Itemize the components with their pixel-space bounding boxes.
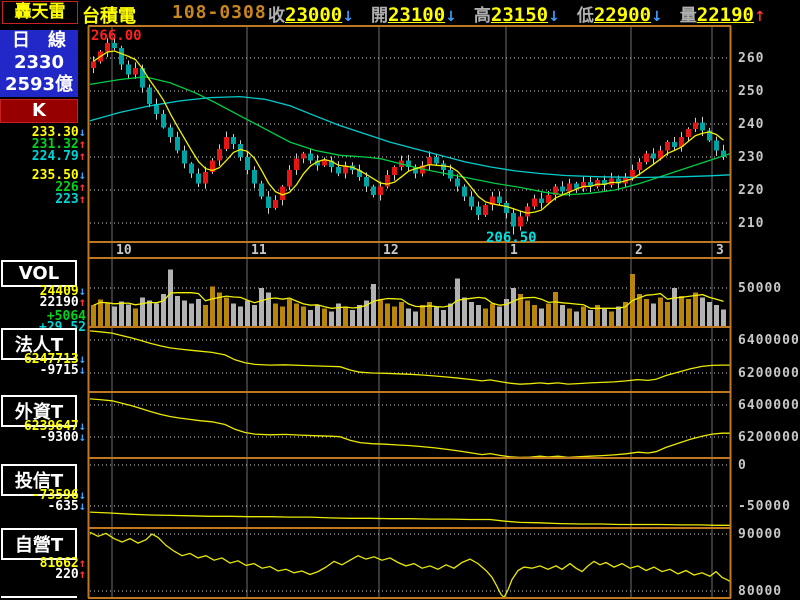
down-arrow-icon: ↓ (78, 430, 86, 444)
quote-fields: 收 23000 ↓ 開 23100 ↓ 高 23150 ↓ 低 22900 ↓ … (268, 1, 798, 26)
up-arrow-icon: ↑ (78, 567, 86, 581)
up-arrow-icon: ↑ (78, 137, 86, 151)
ma-value-row: 231.32↑ (31, 137, 86, 152)
symbol-info-box: 日 線 2330 2593億 (0, 30, 78, 97)
up-arrow-icon: ↑ (78, 556, 86, 570)
high-price-annotation: 266.00 (91, 28, 142, 44)
quote-close: 收 23000 ↓ (268, 1, 354, 26)
down-arrow-icon: ↓ (78, 499, 86, 513)
price-axis-label: 50000 (738, 281, 783, 296)
up-arrow-icon: ↑ (753, 9, 766, 25)
sidebar: 日 線 2330 2593億 K 233.30↓ 231.32↑ 224.79↑… (0, 0, 88, 600)
down-arrow-icon: ↓ (651, 9, 663, 25)
price-axis-label: 240 (738, 117, 765, 132)
period-label: 日 線 (12, 30, 66, 51)
down-arrow-icon: ↓ (78, 125, 86, 139)
quote-low: 低 22900 ↓ (577, 1, 663, 26)
low-price-annotation: 206.50 (486, 230, 537, 246)
month-axis-label: 1 (510, 243, 518, 258)
ma-value-row: 223↑ (55, 192, 86, 207)
down-arrow-icon: ↓ (78, 352, 86, 366)
quote-volume-value: 22190 (696, 4, 754, 26)
month-axis-label: 12 (383, 243, 399, 258)
price-axis-label: -50000 (738, 499, 791, 514)
inst-value-row: -9715↓ (39, 363, 86, 378)
market-cap: 2593億 (4, 74, 74, 95)
up-arrow-icon: ↑ (78, 295, 86, 309)
vol-panel-button[interactable]: VOL (1, 260, 77, 287)
quote-high: 高 23150 ↓ (474, 1, 560, 26)
quote-volume-label: 量 (679, 6, 697, 26)
vol-value-row: 22190↑ (39, 295, 86, 310)
vol-change-row: +5064 (46, 309, 86, 324)
down-arrow-icon: ↓ (78, 363, 86, 377)
quote-open-label: 開 (370, 6, 388, 26)
price-axis-label: 250 (738, 84, 765, 99)
month-axis-label: 2 (635, 243, 643, 258)
vol-value-row: 24409↓ (39, 284, 86, 299)
date-label: 108-0308 (172, 2, 267, 23)
stock-name: 台積電 (82, 6, 136, 27)
quote-close-label: 收 (268, 6, 285, 26)
dealer-panel-button[interactable]: 自營T (1, 528, 77, 560)
down-arrow-icon: ↓ (445, 9, 457, 25)
price-axis-label: 6200000 (738, 430, 800, 445)
symbol-code: 2330 (13, 52, 65, 73)
dealer-value-row: 220↑ (55, 567, 86, 582)
ma-value-row: 224.79↑ (31, 149, 86, 164)
foreign-panel-button[interactable]: 外資T (1, 395, 77, 427)
foreign-value-row: -9300↓ (39, 430, 86, 445)
inst-panel-button[interactable]: 法人T (1, 328, 77, 360)
foreign-value-row: 6239647↓ (23, 419, 86, 434)
price-axis-label: 0 (738, 458, 747, 473)
inst-value-row: 6247713↓ (23, 352, 86, 367)
down-arrow-icon: ↓ (78, 419, 86, 433)
dealer-value-row: 81662↑ (39, 556, 86, 571)
quote-volume: 量 22190 ↑ (680, 1, 766, 26)
next-panel-edge (1, 596, 77, 600)
month-axis-label: 11 (251, 243, 267, 258)
down-arrow-icon: ↓ (342, 9, 354, 25)
down-arrow-icon: ↓ (548, 9, 560, 25)
price-axis-label: 80000 (738, 584, 783, 599)
ma-value-row: 235.50↓ (31, 168, 86, 183)
trust-value-row: -635↓ (47, 499, 86, 514)
price-axis-label: 6200000 (738, 366, 800, 381)
up-arrow-icon: ↑ (78, 180, 86, 194)
k-panel-button[interactable]: K (0, 99, 78, 123)
price-axis-label: 210 (738, 216, 765, 231)
quote-low-value: 22900 (593, 4, 652, 26)
quote-open-value: 23100 (387, 4, 446, 26)
up-arrow-icon: ↑ (78, 192, 86, 206)
quote-close-value: 23000 (285, 4, 343, 26)
trust-value-row: -73596↓ (31, 488, 86, 503)
down-arrow-icon: ↓ (78, 284, 86, 298)
price-axis-label: 260 (738, 51, 765, 66)
ma-value-row: 233.30↓ (31, 125, 86, 140)
month-axis-label: 10 (116, 243, 132, 258)
quote-high-value: 23150 (490, 4, 549, 26)
brand-logo: 轟天雷 (2, 1, 78, 24)
trust-panel-button[interactable]: 投信T (1, 464, 77, 496)
down-arrow-icon: ↓ (78, 488, 86, 502)
price-axis-label: 6400000 (738, 333, 800, 348)
price-axis-label: 220 (738, 183, 765, 198)
quote-low-label: 低 (576, 6, 594, 26)
quote-open: 開 23100 ↓ (371, 1, 457, 26)
quote-high-label: 高 (473, 6, 491, 26)
down-arrow-icon: ↓ (78, 168, 86, 182)
price-axis-label: 230 (738, 150, 765, 165)
month-axis-label: 3 (716, 243, 724, 258)
title-bar: 轟天雷 台積電 108-0308 收 23000 ↓ 開 23100 ↓ 高 2… (0, 0, 800, 27)
price-axis-label: 90000 (738, 527, 783, 542)
up-arrow-icon: ↑ (78, 149, 86, 163)
ma-value-row: 226↑ (55, 180, 86, 195)
price-axis-label: 6400000 (738, 398, 800, 413)
